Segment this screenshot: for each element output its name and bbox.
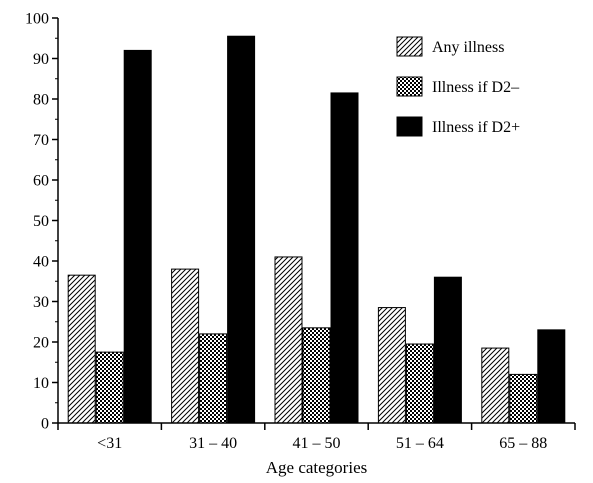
bar-illness-d2-negative — [302, 327, 331, 424]
y-tick-label: 70 — [33, 132, 49, 149]
bar-illness-d2-positive — [537, 329, 566, 424]
y-tick-label: 40 — [33, 254, 49, 271]
x-tick-label: 65 – 88 — [499, 435, 547, 452]
legend-swatch — [396, 36, 423, 57]
bar-illness-d2-negative — [405, 343, 434, 424]
y-tick-label: 60 — [33, 173, 49, 190]
bars-group — [67, 35, 566, 424]
x-tick-label: 51 – 64 — [396, 435, 444, 452]
y-tick-label: 80 — [33, 92, 49, 109]
bar-illness-d2-positive — [227, 35, 256, 424]
y-tick-label: 100 — [25, 11, 49, 28]
x-axis-title: Age categories — [266, 458, 367, 477]
x-tick-label: <31 — [97, 435, 122, 452]
bar-illness-d2-positive — [433, 276, 462, 424]
legend-label: Illness if D2+ — [432, 119, 520, 136]
bar-illness-d2-positive — [123, 49, 152, 424]
y-tick-label: 50 — [33, 213, 49, 230]
bar-any-illness — [377, 307, 406, 424]
y-tick-label: 20 — [33, 335, 49, 352]
bar-illness-d2-negative — [95, 351, 124, 424]
legend-swatch — [396, 116, 423, 137]
legend-label: Illness if D2– — [432, 79, 520, 96]
bar-any-illness — [67, 274, 96, 424]
y-tick-label: 30 — [33, 294, 49, 311]
bar-illness-d2-negative — [199, 333, 228, 424]
y-tick-label: 90 — [33, 51, 49, 68]
bar-any-illness — [171, 268, 200, 424]
legend: Any illness Illness if D2– Illness if D2+ — [396, 36, 520, 137]
bar-illness-d2-negative — [509, 373, 538, 424]
bar-any-illness — [274, 256, 303, 424]
legend-swatch — [396, 76, 423, 97]
legend-label: Any illness — [432, 39, 504, 56]
x-tick-label: 41 – 50 — [293, 435, 341, 452]
y-axis: 0 10 20 30 40 50 60 70 80 90 100 — [25, 11, 59, 433]
x-tick-label: 31 – 40 — [189, 435, 237, 452]
y-tick-label: 10 — [33, 375, 49, 392]
bar-illness-d2-positive — [330, 92, 359, 424]
y-tick-label: 0 — [41, 416, 49, 433]
bar-any-illness — [481, 347, 510, 424]
x-axis: <31 31 – 40 41 – 50 51 – 64 65 – 88 — [57, 422, 576, 452]
